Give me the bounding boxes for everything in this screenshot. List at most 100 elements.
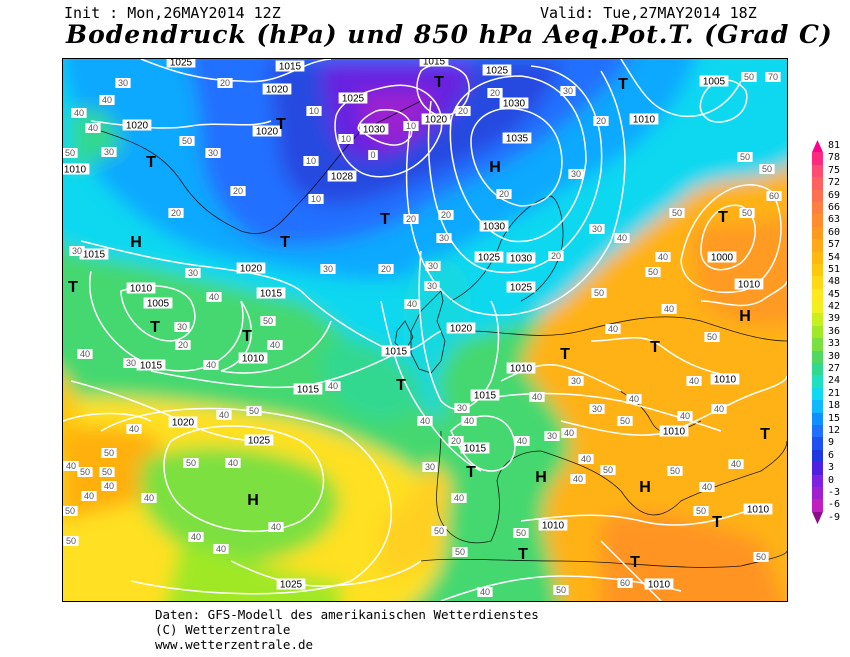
theta-e-label: 50 (670, 466, 680, 476)
credit-copyright: (C) Wetterzentrale (155, 622, 291, 637)
theta-e-label-bg (225, 458, 241, 468)
isobar-label: 1025 (486, 66, 509, 77)
isobar-label-bg (470, 389, 500, 401)
theta-e-label: 40 (80, 349, 90, 359)
isobar-label: 1015 (464, 444, 487, 455)
theta-e-label: 40 (407, 299, 417, 309)
theta-e-label: 40 (144, 493, 154, 503)
theta-e-label-bg (141, 493, 157, 503)
legend-step: 39 (812, 313, 850, 326)
low-pressure-mark: T (760, 426, 770, 443)
theta-e-label: 30 (457, 403, 467, 413)
theta-e-label: 50 (594, 288, 604, 298)
theta-e-label-bg (63, 506, 78, 516)
isobar-label-bg (502, 132, 532, 144)
theta-e-label: 30 (571, 376, 581, 386)
theta-e-label: 40 (104, 481, 114, 491)
legend-label: 48 (828, 276, 841, 288)
theta-e-label: 30 (323, 264, 333, 274)
theta-e-label-bg (325, 381, 341, 391)
theta-e-label-bg (728, 459, 744, 469)
theta-e-label-bg (99, 95, 115, 105)
theta-e-label-bg (589, 224, 605, 234)
isobar-label: 1010 (633, 115, 656, 126)
theta-e-label-bg (561, 428, 577, 438)
theta-e-label-bg (711, 404, 727, 414)
theta-e-label-bg (513, 528, 529, 538)
theta-e-label: 40 (219, 410, 229, 420)
theta-e-label-bg (605, 324, 621, 334)
theta-e-label-bg (77, 349, 93, 359)
theta-e-label-bg (765, 72, 781, 82)
theta-e-label-bg (424, 281, 440, 291)
legend-label: 54 (828, 251, 841, 263)
theta-e-label-bg (303, 156, 319, 166)
legend-swatch (812, 164, 823, 178)
legend-swatch (812, 152, 823, 165)
legend-swatch (812, 486, 823, 500)
theta-e-label-bg (461, 416, 477, 426)
isobar-label-bg (338, 92, 368, 104)
theta-e-label-bg (568, 376, 584, 386)
legend-step: 12 (812, 424, 850, 438)
theta-e-label-bg (206, 292, 222, 302)
legend-label: 66 (828, 201, 841, 213)
isobar-label-bg (482, 64, 512, 76)
theta-e-label-bg (69, 246, 85, 256)
weather-map: 1025 1015 1015 1025 1020 1025 1030 1020 1020 1030… (62, 58, 788, 602)
theta-e-label-bg (260, 316, 276, 326)
legend-step: 57 (812, 239, 850, 252)
theta-e-label: 40 (271, 522, 281, 532)
legend-label: 18 (828, 400, 841, 412)
theta-e-label-bg (570, 474, 586, 484)
theta-e-label-bg (71, 108, 87, 118)
isobar-label: 1020 (240, 264, 263, 275)
legend-label: -9 (828, 511, 841, 523)
legend-step: 15 (812, 412, 850, 425)
legend-step: 24 (812, 375, 850, 388)
theta-e-label: 40 (270, 340, 280, 350)
isobar-label: 1015 (279, 62, 302, 73)
legend-label: 21 (828, 387, 841, 399)
isobar-label: 1010 (130, 284, 153, 295)
theta-e-label-bg (553, 585, 569, 595)
theta-e-label-bg (101, 481, 117, 491)
theta-e-label-bg (438, 210, 454, 220)
isobar-label: 1020 (450, 324, 473, 335)
theta-e-label-bg (766, 191, 782, 201)
theta-e-label: 10 (341, 134, 351, 144)
legend-label: 3 (828, 462, 835, 474)
theta-e-label: 30 (592, 404, 602, 414)
isobar-label: 1020 (256, 127, 279, 138)
legend-step: 3 (812, 462, 850, 475)
isobar-label-bg (122, 119, 152, 131)
high-pressure-mark: H (739, 308, 751, 325)
theta-e-label: 30 (571, 169, 581, 179)
legend-step: 33 (812, 338, 850, 351)
theta-e-label-bg (85, 123, 101, 133)
legend-step: 21 (812, 387, 850, 401)
theta-e-label-bg (753, 552, 769, 562)
theta-e-label: 10 (406, 121, 416, 131)
pressure-system-marks: T T T H T T T H T T T T H T T T T T H H H T T T (68, 74, 770, 571)
theta-e-label: 30 (427, 281, 437, 291)
theta-e-label-bg (431, 526, 447, 536)
legend-swatch (812, 263, 823, 277)
isobar-label-bg (446, 322, 476, 334)
theta-e-label: 40 (480, 587, 490, 597)
isobar-label-bg (238, 352, 268, 364)
theta-e-label-bg (205, 148, 221, 158)
high-pressure-mark: H (489, 159, 501, 176)
theta-e-label-bg (81, 491, 97, 501)
isobar-label-bg (743, 503, 773, 515)
low-pressure-mark: T (242, 328, 252, 345)
theta-e-label: 20 (171, 208, 181, 218)
theta-e-label: 50 (455, 547, 465, 557)
isobar-label-bg (710, 373, 740, 385)
theta-e-label: 20 (381, 264, 391, 274)
theta-e-label: 40 (702, 482, 712, 492)
legend-label: 72 (828, 177, 841, 189)
legend-swatch (812, 189, 823, 202)
legend-label: 15 (828, 412, 841, 424)
low-pressure-mark: T (146, 154, 156, 171)
